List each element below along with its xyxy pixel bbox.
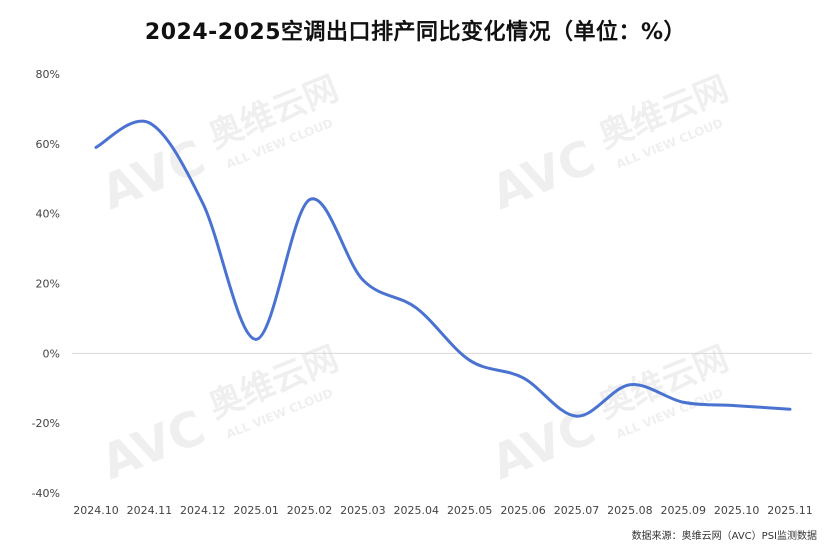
x-tick-label: 2025.03 <box>340 504 386 517</box>
source-note: 数据来源：奥维云网（AVC）PSI监测数据 <box>631 531 817 542</box>
x-tick-label: 2025.11 <box>767 504 813 517</box>
x-tick-label: 2025.01 <box>233 504 279 517</box>
series-line <box>94 119 792 418</box>
y-tick-label: 0% <box>43 347 60 360</box>
y-axis: 80% 60% 40% 20% 0% -20% -40% <box>32 68 60 500</box>
y-tick-label: 20% <box>36 278 60 291</box>
y-tick-label: 60% <box>36 138 60 151</box>
x-tick-label: 2025.06 <box>500 504 546 517</box>
y-tick-label: -40% <box>32 487 60 500</box>
svg-text:AVC: AVC <box>484 129 604 221</box>
x-tick-label: 2025.08 <box>607 504 653 517</box>
y-tick-label: 40% <box>36 208 60 221</box>
x-tick-label: 2025.04 <box>394 504 440 517</box>
x-tick-label: 2024.11 <box>127 504 173 517</box>
x-tick-label: 2024.10 <box>73 504 119 517</box>
svg-text:AVC: AVC <box>94 129 214 221</box>
x-tick-label: 2024.12 <box>180 504 226 517</box>
y-tick-label: -20% <box>32 417 60 430</box>
svg-text:AVC: AVC <box>94 399 214 491</box>
chart-title: 2024-2025空调出口排产同比变化情况（单位：%） <box>144 20 687 45</box>
x-axis: 2024.10 2024.11 2024.12 2025.01 2025.02 2025.… <box>73 504 813 517</box>
x-tick-label: 2025.05 <box>447 504 493 517</box>
x-tick-label: 2025.07 <box>554 504 600 517</box>
y-tick-label: 80% <box>36 68 60 81</box>
x-tick-label: 2025.09 <box>660 504 706 517</box>
x-tick-label: 2025.10 <box>714 504 760 517</box>
x-tick-label: 2025.02 <box>287 504 333 517</box>
